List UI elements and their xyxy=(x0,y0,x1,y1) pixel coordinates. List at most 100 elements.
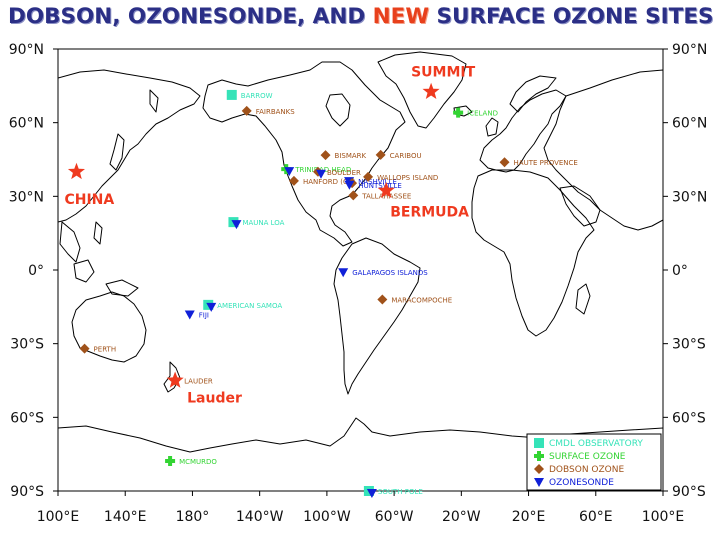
new-site-label: BERMUDA xyxy=(390,205,469,221)
title-part-3: SURFACE OZONE SITES xyxy=(429,4,714,29)
longitude-label: 60°W xyxy=(375,509,414,525)
site-marker: HUNTSVILLE xyxy=(344,180,402,190)
dobson-ozone-marker xyxy=(375,149,386,160)
site-label: ICELAND xyxy=(467,110,498,118)
site-label: AMERICAN SAMOA xyxy=(217,302,282,310)
site-label: HAUTE PROVENCE xyxy=(514,159,578,167)
site-label: HUNTSVILLE xyxy=(358,182,401,190)
site-label: FIJI xyxy=(199,311,209,319)
longitude-label: 20°E xyxy=(512,509,546,525)
coastline-new-zealand xyxy=(163,361,181,393)
new-site-star xyxy=(422,82,440,99)
latitude-label: 30°S xyxy=(10,337,44,353)
latitude-label: 60°S xyxy=(10,410,44,426)
surface-ozone-marker xyxy=(165,456,176,467)
coastline-africa xyxy=(471,169,595,337)
new-site-star xyxy=(377,181,395,198)
longitude-label: 60°E xyxy=(579,509,613,525)
longitude-label: 100°E xyxy=(37,509,80,525)
site-label: SOUTH POLE xyxy=(378,488,423,496)
longitude-label: 180° xyxy=(176,509,210,525)
site-label: CARIBOU xyxy=(390,152,422,160)
site-marker: BISMARK xyxy=(320,150,367,161)
cmdl-observatory-marker xyxy=(226,89,237,100)
new-site-label: SUMMIT xyxy=(411,65,476,81)
longitude-label: 140°E xyxy=(104,509,147,525)
site-label: MARACOMPOCHE xyxy=(391,296,452,304)
site-label: BARROW xyxy=(241,92,273,100)
site-marker: BOULDER xyxy=(312,166,361,179)
coastline-hudson-bay xyxy=(325,93,351,127)
latitude-label: 90°N xyxy=(9,42,44,58)
coastline-greenland xyxy=(377,51,467,129)
coastline-arabia xyxy=(559,185,601,227)
site-label: BISMARK xyxy=(335,152,367,160)
dobson-ozone-marker xyxy=(79,343,90,354)
legend-item: DOBSON OZONE xyxy=(534,464,624,475)
site-label: WALLOPS ISLAND xyxy=(377,174,438,182)
ozonesonde-marker xyxy=(206,302,217,312)
site-marker: BARROW xyxy=(226,89,273,100)
latitude-label: 30°N xyxy=(672,189,707,205)
latitude-label: 30°N xyxy=(9,189,44,205)
legend-item: SURFACE OZONE xyxy=(534,451,626,462)
ozonesonde-marker xyxy=(184,310,195,320)
sites-layer: BARROW FAIRBANKS ICELAND CARIBOU BISMARK HAUT… xyxy=(79,89,578,498)
site-marker: FAIRBANKS xyxy=(241,105,295,116)
site-label: LAUDER xyxy=(184,378,213,386)
new-site-label: Lauder xyxy=(187,391,242,407)
ozonesonde-marker xyxy=(344,180,355,190)
new-site-star xyxy=(67,162,85,180)
site-marker: MARACOMPOCHE xyxy=(377,294,452,305)
site-label: GALAPAGOS ISLANDS xyxy=(352,269,428,277)
coastline-australia xyxy=(71,291,147,363)
new-site: CHINA xyxy=(64,162,114,208)
title-part-new: NEW xyxy=(372,4,430,29)
legend-item: CMDL OBSERVATORY xyxy=(534,438,643,449)
site-label: BOULDER xyxy=(327,169,361,177)
coastline-south-america xyxy=(333,237,421,395)
dobson-ozone-marker xyxy=(377,294,388,305)
new-site-label: CHINA xyxy=(64,192,114,208)
ozonesonde-marker xyxy=(315,169,326,179)
coastline-north-america xyxy=(202,61,406,247)
coastline-asia-west xyxy=(58,69,201,223)
site-marker: AMERICAN SAMOA xyxy=(203,299,282,312)
dobson-ozone-marker xyxy=(288,175,299,186)
new-site: SUMMIT xyxy=(411,65,476,99)
legend-label: OZONESONDE xyxy=(549,478,614,488)
dobson-ozone-marker xyxy=(320,150,331,161)
site-marker: HANFORD (CA) xyxy=(288,175,356,186)
site-marker: MAUNA LOA xyxy=(228,217,285,230)
surface-ozone-marker xyxy=(453,107,464,118)
site-label: TALLAHASSEE xyxy=(361,192,411,200)
site-marker: WALLOPS ISLAND xyxy=(363,171,438,182)
site-marker: SOUTH POLE xyxy=(363,486,423,498)
new-site-star xyxy=(166,371,184,388)
legend-label: DOBSON OZONE xyxy=(549,465,624,475)
site-marker: CARIBOU xyxy=(375,149,422,160)
coastline-philippines xyxy=(93,221,103,245)
coastline-indochina xyxy=(59,221,81,263)
coastline-europe xyxy=(479,89,567,173)
latitude-label: 60°S xyxy=(672,410,706,426)
latitude-label: 90°N xyxy=(672,42,707,58)
latitude-label: 0° xyxy=(28,263,44,279)
site-label: HANFORD (CA) xyxy=(303,178,356,186)
site-label: PERTH xyxy=(94,346,117,354)
longitude-labels: 100°E 140°E 180° 140°W 100°W 60°W 20°W 20°E 60°E… xyxy=(37,491,684,525)
dobson-ozone-marker xyxy=(363,171,374,182)
dobson-ozone-marker xyxy=(241,105,252,116)
latitude-label: 60°N xyxy=(9,116,44,132)
legend-label: SURFACE OZONE xyxy=(549,452,626,462)
legend-label: CMDL OBSERVATORY xyxy=(549,439,643,449)
longitude-label: 100°W xyxy=(303,509,351,525)
longitude-label: 20°W xyxy=(442,509,481,525)
latitude-label: 60°N xyxy=(672,116,707,132)
site-marker: TALLAHASSEE xyxy=(348,190,411,201)
cmdl-observatory-marker xyxy=(534,438,544,448)
ozonesonde-marker xyxy=(338,268,349,278)
coastline-new-guinea xyxy=(105,279,139,297)
dobson-ozone-marker xyxy=(534,464,544,474)
